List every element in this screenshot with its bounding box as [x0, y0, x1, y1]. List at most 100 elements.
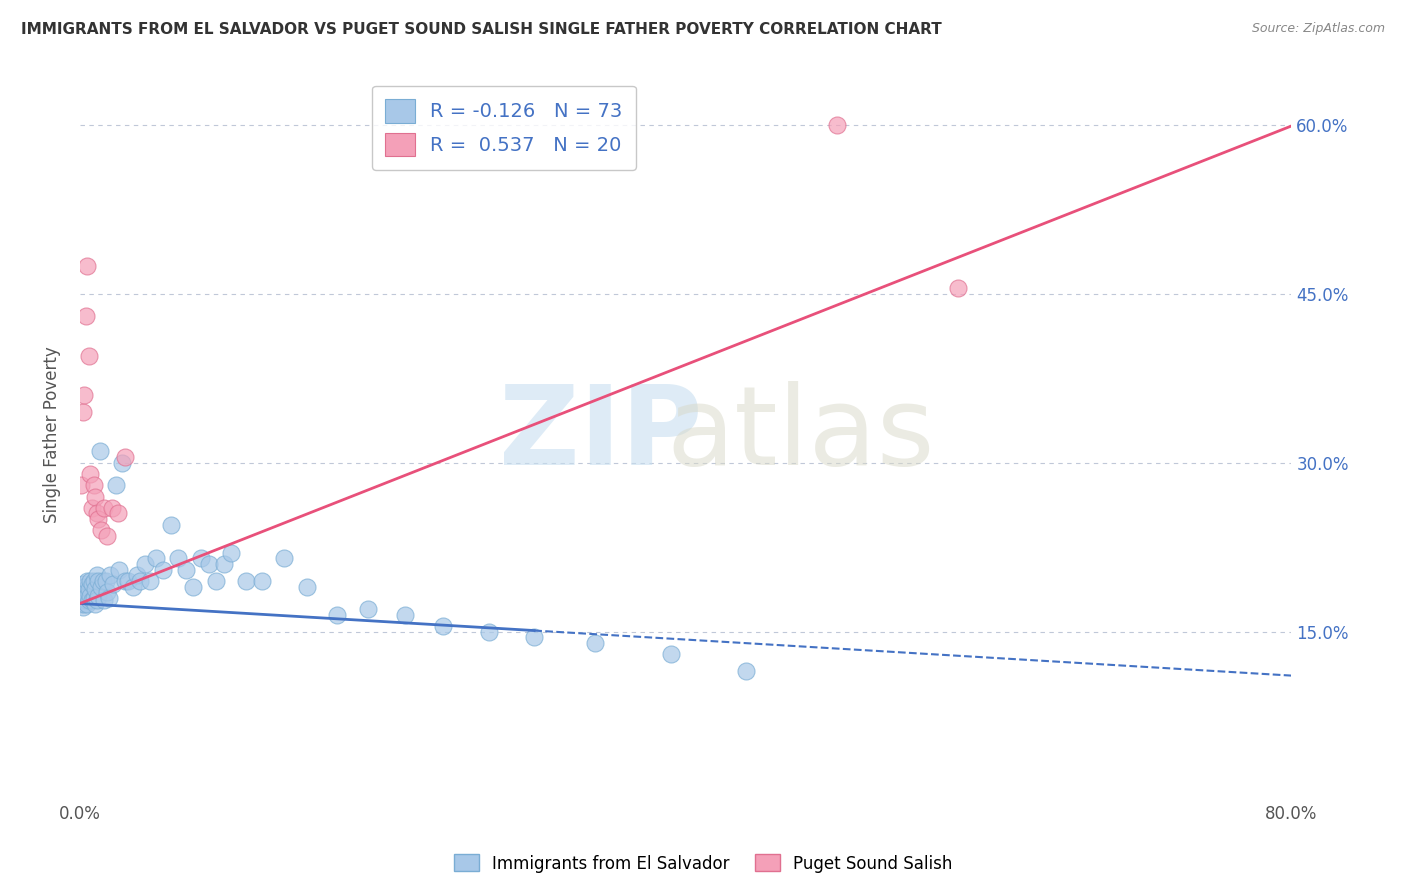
Point [70, 591, 93, 605]
Point [108, 563, 131, 577]
Point [523, 630, 546, 644]
Point [432, 619, 454, 633]
Point [70, 585, 93, 599]
Point [117, 574, 139, 588]
Point [356, 602, 378, 616]
Point [72, 599, 94, 614]
Point [97, 591, 120, 605]
Point [77, 349, 100, 363]
Point [190, 551, 212, 566]
Y-axis label: Single Father Poverty: Single Father Poverty [44, 346, 60, 523]
Text: Source: ZipAtlas.com: Source: ZipAtlas.com [1251, 22, 1385, 36]
Point [122, 580, 145, 594]
Point [94, 574, 117, 588]
Point [129, 574, 152, 588]
Point [86, 568, 108, 582]
Point [79, 589, 101, 603]
Point [75, 582, 97, 596]
Legend: Immigrants from El Salvador, Puget Sound Salish: Immigrants from El Salvador, Puget Sound… [447, 847, 959, 880]
Point [84, 597, 107, 611]
Point [79, 467, 101, 481]
Point [145, 551, 167, 566]
Point [76, 574, 98, 588]
Point [84, 582, 107, 596]
Point [86, 507, 108, 521]
Point [167, 551, 190, 566]
Text: atlas: atlas [666, 381, 935, 488]
Point [235, 574, 257, 588]
Point [83, 478, 105, 492]
Point [72, 405, 94, 419]
Point [76, 259, 98, 273]
Point [205, 574, 228, 588]
Text: ZIP: ZIP [499, 381, 703, 488]
Point [98, 568, 121, 582]
Point [114, 450, 136, 464]
Point [75, 593, 97, 607]
Text: IMMIGRANTS FROM EL SALVADOR VS PUGET SOUND SALISH SINGLE FATHER POVERTY CORRELAT: IMMIGRANTS FROM EL SALVADOR VS PUGET SOU… [21, 22, 942, 37]
Point [87, 512, 110, 526]
Point [72, 577, 94, 591]
Point [86, 593, 108, 607]
Point [83, 574, 105, 588]
Point [93, 500, 115, 515]
Point [87, 574, 110, 588]
Point [295, 580, 318, 594]
Point [103, 577, 125, 591]
Point [948, 281, 970, 295]
Point [100, 500, 122, 515]
Point [273, 551, 295, 566]
Point [93, 593, 115, 607]
Point [138, 574, 160, 588]
Point [152, 563, 174, 577]
Point [84, 490, 107, 504]
Point [70, 580, 93, 594]
Point [70, 478, 93, 492]
Point [159, 517, 181, 532]
Point [96, 585, 118, 599]
Point [825, 118, 848, 132]
Point [735, 664, 758, 678]
Point [394, 607, 416, 622]
Point [105, 478, 128, 492]
Point [90, 580, 112, 594]
Point [326, 607, 349, 622]
Point [79, 574, 101, 588]
Point [659, 647, 682, 661]
Point [70, 597, 93, 611]
Point [583, 636, 606, 650]
Point [174, 563, 197, 577]
Point [76, 589, 98, 603]
Point [107, 507, 129, 521]
Point [80, 577, 103, 591]
Point [183, 580, 205, 594]
Point [73, 388, 96, 402]
Point [250, 574, 273, 588]
Point [96, 529, 118, 543]
Point [478, 624, 501, 639]
Legend: R = -0.126   N = 73, R =  0.537   N = 20: R = -0.126 N = 73, R = 0.537 N = 20 [371, 86, 636, 170]
Point [77, 593, 100, 607]
Point [75, 310, 97, 324]
Point [73, 580, 96, 594]
Point [127, 568, 149, 582]
Point [83, 591, 105, 605]
Point [91, 574, 114, 588]
Point [80, 500, 103, 515]
Point [114, 574, 136, 588]
Point [197, 557, 219, 571]
Point [73, 597, 96, 611]
Point [221, 546, 243, 560]
Point [89, 444, 111, 458]
Point [111, 456, 134, 470]
Point [72, 585, 94, 599]
Point [87, 589, 110, 603]
Point [80, 593, 103, 607]
Point [73, 589, 96, 603]
Point [90, 524, 112, 538]
Point [134, 557, 156, 571]
Point [212, 557, 235, 571]
Point [77, 582, 100, 596]
Point [76, 597, 98, 611]
Point [72, 593, 94, 607]
